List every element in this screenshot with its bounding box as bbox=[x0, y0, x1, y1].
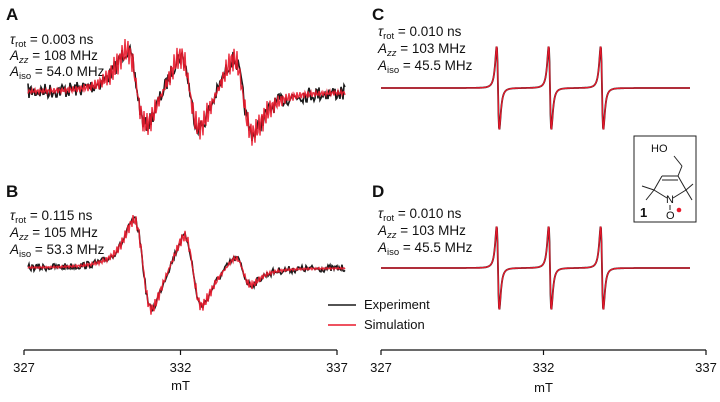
radical-dot bbox=[676, 207, 682, 213]
panel-d: D τrot = 0.010 ns Azz = 103 MHz Aiso = 4… bbox=[372, 182, 690, 310]
molecule-frame bbox=[633, 135, 697, 223]
right-tick-327: 327 bbox=[370, 360, 392, 375]
panel-b-label: B bbox=[6, 182, 18, 201]
legend-experiment-label: Experiment bbox=[364, 297, 430, 312]
right-axis-title: mT bbox=[534, 380, 553, 395]
legend: Experiment Simulation bbox=[328, 297, 430, 332]
molecule-oxygen: O bbox=[666, 210, 675, 222]
panel-c-azz: Azz = 103 MHz bbox=[377, 41, 466, 59]
panel-b-tau: τrot = 0.115 ns bbox=[10, 208, 93, 226]
left-x-axis: 327 332 337 mT bbox=[13, 349, 348, 393]
left-tick-337: 337 bbox=[326, 360, 348, 375]
molecule-methyl bbox=[641, 185, 655, 191]
panel-b-aiso: Aiso = 53.3 MHz bbox=[9, 242, 105, 260]
panel-d-aiso: Aiso = 45.5 MHz bbox=[377, 240, 473, 258]
left-axis-title: mT bbox=[171, 378, 190, 393]
panel-b: B τrot = 0.115 ns Azz = 105 MHz Aiso = 5… bbox=[6, 182, 346, 315]
molecule-methyl bbox=[645, 189, 655, 201]
panel-d-azz: Azz = 103 MHz bbox=[377, 223, 466, 241]
panel-d-label: D bbox=[372, 182, 384, 201]
panel-a-azz: Azz = 108 MHz bbox=[9, 48, 98, 66]
panel-c: C τrot = 0.010 ns Azz = 103 MHz Aiso = 4… bbox=[372, 5, 690, 130]
panel-c-simulation-trace bbox=[381, 46, 690, 130]
molecule-methyl bbox=[685, 189, 693, 201]
left-tick-332: 332 bbox=[170, 360, 192, 375]
legend-simulation-label: Simulation bbox=[364, 317, 425, 332]
panel-a-label: A bbox=[6, 5, 18, 24]
molecule-bond bbox=[672, 189, 687, 199]
panel-a-tau: τrot = 0.003 ns bbox=[10, 32, 94, 50]
panel-a-simulation-trace bbox=[27, 38, 346, 146]
panel-d-simulation-trace bbox=[381, 226, 690, 310]
molecule-nitrogen: N bbox=[666, 194, 674, 206]
molecule-structure: HO N O 1 bbox=[633, 135, 697, 223]
molecule-bond bbox=[653, 175, 663, 191]
right-tick-337: 337 bbox=[695, 360, 717, 375]
right-x-axis: 327 332 337 mT bbox=[370, 349, 717, 395]
panel-b-azz: Azz = 105 MHz bbox=[9, 225, 98, 243]
molecule-bond bbox=[677, 175, 687, 191]
panel-c-label: C bbox=[372, 5, 384, 24]
panel-c-tau: τrot = 0.010 ns bbox=[378, 24, 462, 42]
molecule-methyl bbox=[685, 183, 694, 191]
right-tick-332: 332 bbox=[533, 360, 555, 375]
molecule-bond bbox=[673, 155, 683, 167]
panel-a-aiso: Aiso = 54.0 MHz bbox=[9, 64, 105, 82]
molecule-hydroxyl: HO bbox=[651, 143, 668, 155]
panel-c-aiso: Aiso = 45.5 MHz bbox=[377, 58, 473, 76]
molecule-bond bbox=[653, 189, 668, 199]
panel-b-simulation-trace bbox=[27, 214, 346, 315]
molecule-bond bbox=[677, 165, 683, 177]
panel-a: A τrot = 0.003 ns Azz = 108 MHz Aiso = 5… bbox=[6, 5, 346, 146]
left-tick-327: 327 bbox=[13, 360, 35, 375]
molecule-number: 1 bbox=[640, 205, 647, 220]
panel-d-tau: τrot = 0.010 ns bbox=[378, 206, 462, 224]
